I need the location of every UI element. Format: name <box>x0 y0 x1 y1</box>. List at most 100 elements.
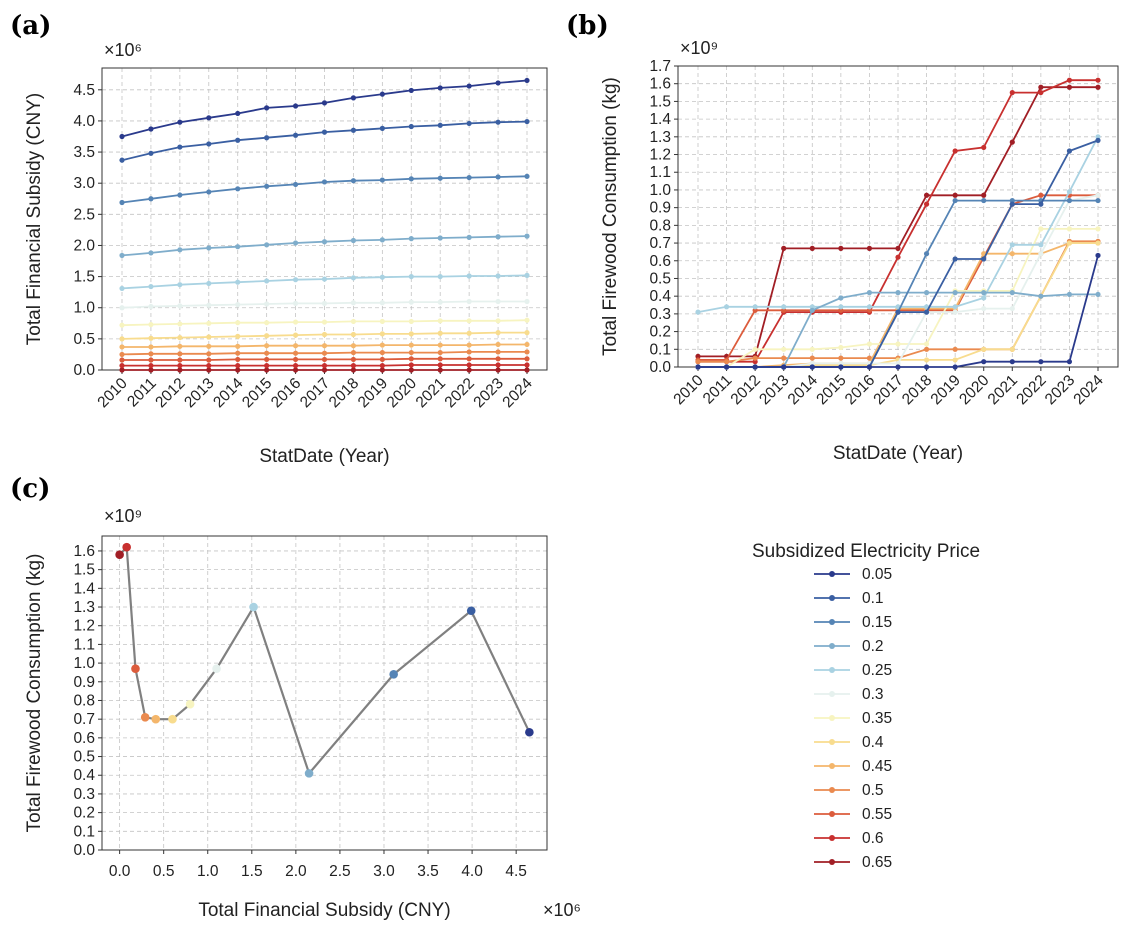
chart-a-series-point-0.05 <box>235 110 241 117</box>
chart-a-series-point-0.2 <box>264 242 270 248</box>
chart-b-series-point-0.6 <box>1095 77 1101 83</box>
legend-marker-0.55 <box>829 811 835 817</box>
chart-a-series-point-0.35 <box>379 318 385 325</box>
chart-b-ytick-label: 1.3 <box>649 129 671 146</box>
chart-c-point-0.55 <box>131 664 140 674</box>
chart-b-xtick-label: 2012 <box>728 372 764 408</box>
chart-b-series-point-0.2 <box>923 290 930 296</box>
chart-a-series-point-0.05 <box>379 91 385 97</box>
chart-b-xtick-label: 2024 <box>1070 372 1107 409</box>
legend-marker-0.35 <box>829 715 835 721</box>
chart-a-series-point-0.4 <box>350 331 357 338</box>
chart-a-series-point-0.65 <box>264 367 270 373</box>
chart-a-series-point-0.65 <box>148 367 154 373</box>
chart-b-series-point-0.3 <box>952 309 958 315</box>
chart-b-series-point-0.1 <box>1038 201 1044 207</box>
chart-b-ytick-label: 0.6 <box>649 253 671 270</box>
chart-a-series-point-0.25 <box>408 273 414 280</box>
chart-a-series-point-0.55 <box>524 356 530 362</box>
chart-a-series-point-0.2 <box>408 236 414 242</box>
chart-a-series-point-0.65 <box>321 367 328 373</box>
chart-b-xtick-label: 2018 <box>899 372 935 408</box>
chart-a-series-point-0.25 <box>466 273 472 279</box>
chart-a-series-point-0.45 <box>466 342 472 348</box>
chart-a-series-point-0.05 <box>495 80 501 86</box>
chart-a-series-point-0.45 <box>350 343 357 349</box>
chart-a-series-point-0.45 <box>119 344 125 350</box>
chart-b-ytick-label: 0.9 <box>649 200 671 217</box>
chart-c-point-0.25 <box>249 602 258 612</box>
chart-a-series-point-0.35 <box>524 317 530 323</box>
legend-marker-0.15 <box>829 619 835 625</box>
chart-c-xtick-label: 0.0 <box>109 863 131 880</box>
legend-label-0.3: 0.3 <box>862 686 884 703</box>
chart-c-ytick-label: 0.3 <box>73 786 95 803</box>
chart-b-series-point-0.15 <box>923 251 930 257</box>
chart-a-series-point-0.35 <box>350 318 357 325</box>
chart-b-series-point-0.05 <box>781 364 787 370</box>
chart-b-series-point-0.25 <box>781 304 787 310</box>
chart-a-series-point-0.1 <box>148 150 154 156</box>
chart-a-series-point-0.5 <box>264 350 270 356</box>
chart-a-xtick-label: 2012 <box>152 375 188 411</box>
chart-c-y-multiplier: ×10⁹ <box>104 506 142 526</box>
chart-b-series-point-0.1 <box>952 256 958 262</box>
chart-a-series-point-0.15 <box>206 189 212 195</box>
chart-a-series-point-0.4 <box>524 330 530 336</box>
chart-c-point-0.05 <box>525 727 534 737</box>
chart-b-series-point-0.2 <box>895 290 901 296</box>
chart-a-xtick-label: 2019 <box>355 375 391 411</box>
chart-a-y-multiplier: ×10⁶ <box>104 40 142 60</box>
chart-b-series-point-0.05 <box>895 364 901 370</box>
legend-label-0.55: 0.55 <box>862 806 892 823</box>
legend-label-0.1: 0.1 <box>862 590 884 607</box>
legend-label-0.05: 0.05 <box>862 566 892 583</box>
legend-marker-0.65 <box>829 859 835 865</box>
chart-a-series-point-0.1 <box>321 129 328 135</box>
chart-a-series-point-0.55 <box>466 356 472 362</box>
chart-a-series-point-0.6 <box>466 362 472 368</box>
chart-b-series-point-0.1 <box>1095 137 1101 143</box>
chart-b-series-point-0.5 <box>923 346 930 352</box>
chart-b-series-point-0.35 <box>1066 226 1073 232</box>
chart-b-series-point-0.65 <box>981 192 987 198</box>
chart-a-series-point-0.3 <box>177 303 183 309</box>
chart-a-series-point-0.4 <box>264 333 270 339</box>
chart-a-series-point-0.5 <box>177 351 183 357</box>
legend-marker-0.4 <box>829 739 835 745</box>
chart-b-series-point-0.25 <box>1066 189 1073 195</box>
chart-a-series-point-0.5 <box>235 350 241 356</box>
chart-c-xtick-label: 4.5 <box>505 863 527 880</box>
chart-a-ytick-label: 2.0 <box>73 237 95 254</box>
chart-a-xtick-label: 2015 <box>239 375 275 411</box>
panel-label-b: (b) <box>566 11 609 41</box>
chart-a-series-point-0.6 <box>264 363 270 369</box>
chart-a-series-point-0.3 <box>466 298 472 305</box>
chart-a-series-point-0.6 <box>206 363 212 369</box>
legend-entries: 0.05 0.1 0.15 0.2 0.25 0.3 0.35 0.4 0.45 0.5 0.55 0… <box>814 566 892 871</box>
chart-a-series-point-0.35 <box>495 318 501 324</box>
chart-a-series-point-0.6 <box>148 363 154 369</box>
chart-a-series-point-0.35 <box>321 319 328 325</box>
chart-a-series-point-0.65 <box>495 367 501 373</box>
chart-a-series-point-0.15 <box>177 192 183 198</box>
chart-c-point-0.15 <box>389 670 398 679</box>
chart-a-series-point-0.1 <box>177 144 183 150</box>
chart-b-series-point-0.35 <box>809 346 815 352</box>
chart-a-xtick-label: 2011 <box>124 375 160 411</box>
chart-b-ytick-label: 0.5 <box>649 270 671 287</box>
chart-c-xtick-label: 3.5 <box>417 863 439 880</box>
chart-c-ytick-label: 1.6 <box>73 543 95 560</box>
chart-c-point-0.2 <box>304 769 314 778</box>
chart-a-series-point-0.15 <box>524 173 530 179</box>
chart-a-series-point-0.3 <box>206 302 212 308</box>
chart-c-ytick-label: 0.7 <box>73 711 95 728</box>
chart-a-series-point-0.5 <box>206 351 212 357</box>
chart-b-series-point-0.4 <box>1095 240 1101 246</box>
chart-a-series-point-0.2 <box>206 245 212 251</box>
chart-a-series-point-0.05 <box>466 83 472 89</box>
chart-a-series-point-0.65 <box>292 367 299 373</box>
chart-b-ytick-label: 1.0 <box>649 182 671 199</box>
legend-label-0.45: 0.45 <box>862 758 892 775</box>
chart-a-series-point-0.65 <box>524 367 530 373</box>
